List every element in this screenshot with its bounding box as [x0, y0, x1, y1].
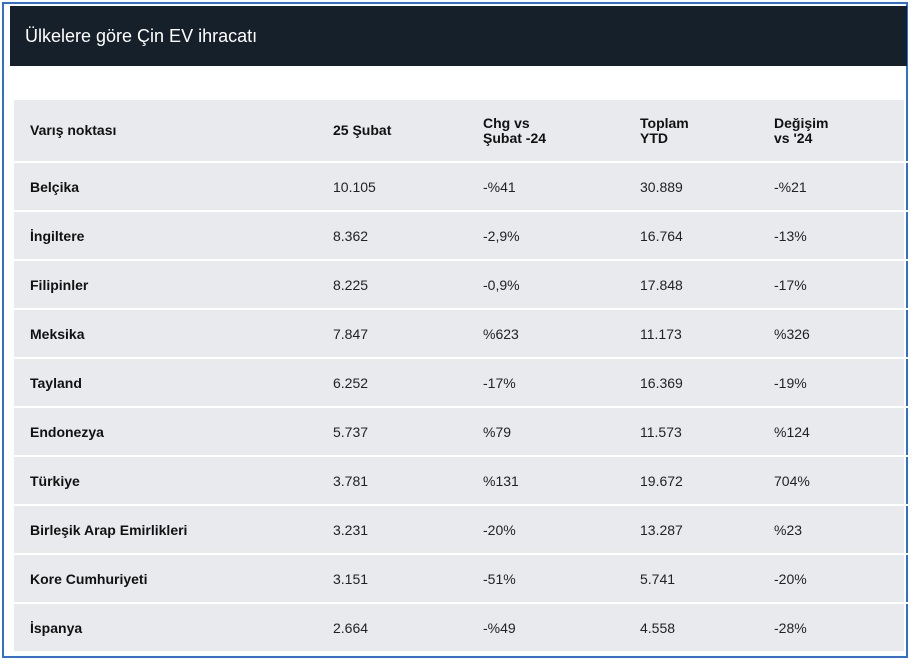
cell-change-vs-24: %23 [774, 505, 914, 555]
cell-total-ytd: 4.558 [640, 619, 676, 636]
cell-change-vs-24: -20% [774, 554, 914, 604]
cell-total-ytd: 5.741 [640, 554, 774, 604]
table-row: Birleşik Arap Emirlikleri 3.231 -20% 13.287… [14, 505, 914, 555]
header-change-vs-24: Değişim vs '24 [774, 100, 914, 163]
cell-chg-vs-feb-24: %623 [483, 309, 640, 359]
cell-destination: Birleşik Arap Emirlikleri [14, 505, 333, 555]
cell-feb-25: 3.151 [333, 554, 483, 604]
header-chg-vs-feb-24: Chg vs Şubat -24 [483, 100, 640, 163]
cell-change-vs-24: %124 [774, 407, 914, 457]
cell-chg-vs-feb-24: -17% [483, 358, 640, 408]
cell-chg-vs-feb-24: %79 [483, 407, 640, 457]
cell-change-vs-24: 704% [774, 456, 914, 506]
cell-change-vs-24: -%21 [774, 162, 914, 212]
cell-chg-vs-feb-24: -2,9% [483, 211, 640, 261]
cell-feb-25: 8.362 [333, 211, 483, 261]
cell-chg-vs-feb-24: -0,9% [483, 260, 640, 310]
cell-destination: İspanya [30, 619, 83, 636]
table-row: Endonezya 5.737 %79 11.573 %124 [14, 407, 914, 457]
cell-feb-25: 3.781 [333, 456, 483, 506]
title-bar: Ülkelere göre Çin EV ihracatı [10, 6, 907, 66]
cell-total-ytd: 16.764 [640, 211, 774, 261]
cell-change-vs-24: -17% [774, 260, 914, 310]
cell-total-ytd: 11.173 [640, 309, 774, 359]
cell-destination: Kore Cumhuriyeti [14, 554, 333, 604]
cell-total-ytd: 16.369 [640, 358, 774, 408]
table-container: Varış noktası 25 Şubat Chg vs Şubat -24 … [14, 100, 914, 651]
cell-total-ytd: 19.672 [640, 456, 774, 506]
cell-total-ytd: 30.889 [640, 162, 774, 212]
table-row: Filipinler 8.225 -0,9% 17.848 -17% [14, 260, 914, 310]
cell-destination: Türkiye [14, 456, 333, 506]
table-body: Belçika 10.105 -%41 30.889 -%21 İngiltere 8.36… [14, 162, 914, 651]
cell-total-ytd: 11.573 [640, 407, 774, 457]
cell-destination: Belçika [14, 162, 333, 212]
header-destination: Varış noktası [14, 100, 333, 163]
table-row: Türkiye 3.781 %131 19.672 704% [14, 456, 914, 506]
table-row: Belçika 10.105 -%41 30.889 -%21 [14, 162, 914, 212]
cell-destination: Meksika [14, 309, 333, 359]
cell-feb-25: 7.847 [333, 309, 483, 359]
table-row: İngiltere 8.362 -2,9% 16.764 -13% [14, 211, 914, 261]
table-row: Kore Cumhuriyeti 3.151 -51% 5.741 -20% [14, 554, 914, 604]
cell-feb-25: 3.231 [333, 505, 483, 555]
cell-total-ytd: 17.848 [640, 260, 774, 310]
ev-export-table: Varış noktası 25 Şubat Chg vs Şubat -24 … [14, 100, 914, 651]
cell-change-vs-24: -28% [774, 619, 807, 636]
cell-chg-vs-feb-24: %131 [483, 456, 640, 506]
cell-destination: Filipinler [14, 260, 333, 310]
header-feb-25: 25 Şubat [333, 100, 483, 163]
cell-chg-vs-feb-24: -51% [483, 554, 640, 604]
cell-change-vs-24: -19% [774, 358, 914, 408]
cell-feb-25: 5.737 [333, 407, 483, 457]
table-row: İspanya 2.664 -%49 4.558 -28% [14, 603, 914, 651]
cell-chg-vs-feb-24: -%49 [483, 619, 516, 636]
cell-destination: Tayland [14, 358, 333, 408]
cell-change-vs-24: %326 [774, 309, 914, 359]
cell-chg-vs-feb-24: -20% [483, 505, 640, 555]
cell-chg-vs-feb-24: -%41 [483, 162, 640, 212]
table-header-row: Varış noktası 25 Şubat Chg vs Şubat -24 … [14, 100, 914, 163]
cell-destination: İngiltere [14, 211, 333, 261]
table-row: Meksika 7.847 %623 11.173 %326 [14, 309, 914, 359]
cell-change-vs-24: -13% [774, 211, 914, 261]
header-total-ytd: Toplam YTD [640, 100, 774, 163]
cell-feb-25: 8.225 [333, 260, 483, 310]
cell-feb-25: 6.252 [333, 358, 483, 408]
cell-feb-25: 10.105 [333, 162, 483, 212]
cell-destination: Endonezya [14, 407, 333, 457]
table-row: Tayland 6.252 -17% 16.369 -19% [14, 358, 914, 408]
cell-total-ytd: 13.287 [640, 505, 774, 555]
cell-feb-25: 2.664 [333, 619, 369, 636]
page-title: Ülkelere göre Çin EV ihracatı [25, 25, 258, 46]
